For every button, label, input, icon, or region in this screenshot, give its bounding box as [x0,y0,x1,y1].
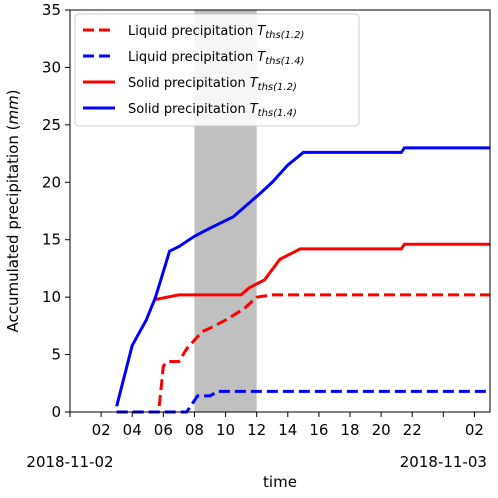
y-label-text: ) [4,89,22,95]
legend-symbol: T [250,102,259,117]
x-tick-label: 16 [309,421,328,439]
line-series [116,389,490,414]
plot-frame [69,9,491,413]
x-tick-label: 06 [154,421,173,439]
line-series [115,146,490,407]
y-axis-label: Accumulated precipitation (mm) [4,89,22,332]
legend-box [74,13,360,127]
y-tick-label: 20 [42,173,61,191]
x-tick-label: 08 [185,421,204,439]
legend-subscript: ths(1.4) [265,56,304,67]
y-tick-label: 0 [51,403,61,421]
legend-label: Liquid precipitation Tths(1.2) [128,24,304,41]
legend-name: Solid precipitation [128,76,246,91]
legend-subscript: ths(1.4) [258,108,297,119]
legend-label: Solid precipitation Tths(1.4) [128,102,297,119]
x-tick-label: 22 [403,421,422,439]
x-tick-label: 14 [278,421,297,439]
y-tick-label: 15 [42,231,61,249]
line-series [155,242,490,301]
legend-name: Liquid precipitation [128,24,253,39]
x-tick-label: 02 [465,421,484,439]
legend-symbol: T [250,76,259,91]
legend-symbol: T [257,24,266,39]
y-tick-label: 35 [42,1,61,19]
legend-subscript: ths(1.2) [265,30,304,41]
x-tick-label: 04 [123,421,142,439]
x-tick-label: 10 [216,421,235,439]
x-tick-label: 2018-11-02 [26,453,113,471]
y-label-text: Accumulated precipitation ( [4,125,22,333]
x-tick-label: 12 [247,421,266,439]
x-tick-label: 2018-11-03 [400,453,487,471]
y-tick-label: 30 [42,58,61,76]
legend-subscript: ths(1.2) [258,82,297,93]
legend-name: Liquid precipitation [128,50,253,65]
x-tick-label: 18 [340,421,359,439]
y-tick-label: 25 [42,116,61,134]
legend-name: Solid precipitation [128,102,246,117]
legend-label: Solid precipitation Tths(1.2) [128,76,297,93]
y-label-unit: mm [4,95,22,124]
x-axis-label: time [263,473,297,491]
legend-symbol: T [257,50,266,65]
y-tick-label: 10 [42,288,61,306]
x-tick-label: 20 [372,421,391,439]
legend: Liquid precipitation Tths(1.2)Liquid prec… [74,13,360,127]
x-tick-label: 02 [92,421,111,439]
legend-label: Liquid precipitation Tths(1.4) [128,50,304,67]
line-series [116,293,490,414]
y-tick-label: 5 [51,346,61,364]
